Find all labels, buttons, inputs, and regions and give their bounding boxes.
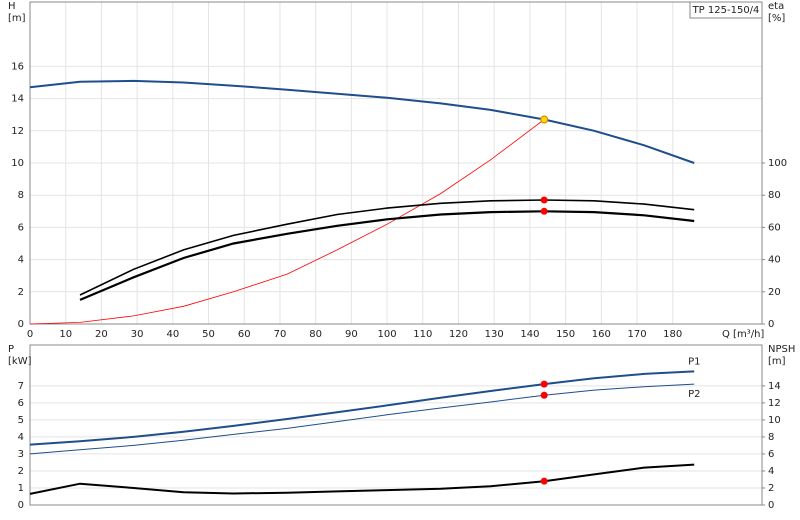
y2-tick-label: 20 — [768, 287, 781, 298]
x-tick-label: 130 — [485, 329, 504, 340]
x-tick-label: 0 — [27, 329, 33, 340]
y2-tick-label: 0 — [768, 500, 774, 511]
x-tick-label: 160 — [592, 329, 611, 340]
x-tick-label: 170 — [627, 329, 646, 340]
y2-axis-title: [m] — [768, 356, 786, 367]
operating-point — [540, 380, 548, 388]
y2-tick-label: 100 — [768, 158, 787, 169]
x-tick-label: 110 — [413, 329, 432, 340]
y2-tick-label: 8 — [768, 432, 774, 443]
operating-point — [540, 477, 548, 485]
y-tick-label: 10 — [11, 158, 24, 169]
x-axis-title: Q [m³/h] — [722, 329, 764, 340]
operating-point — [540, 115, 549, 124]
operating-point — [540, 391, 548, 399]
y-axis-title: P — [8, 344, 14, 355]
y-tick-label: 4 — [18, 432, 24, 443]
x-tick-label: 50 — [202, 329, 215, 340]
curve — [29, 383, 695, 455]
y-tick-label: 7 — [18, 381, 24, 392]
y2-tick-label: 10 — [768, 415, 781, 426]
y2-axis-title: NPSH — [768, 344, 795, 355]
y-tick-label: 16 — [11, 61, 24, 72]
x-tick-label: 30 — [131, 329, 144, 340]
y-tick-label: 6 — [18, 398, 24, 409]
y-tick-label: 0 — [18, 500, 24, 511]
y-tick-label: 2 — [18, 287, 24, 298]
curve-label: P2 — [688, 389, 700, 400]
x-tick-label: 150 — [556, 329, 575, 340]
y-tick-label: 12 — [11, 126, 24, 137]
y-axis-title: H — [8, 1, 16, 12]
x-tick-label: 90 — [345, 329, 358, 340]
y-tick-label: 0 — [18, 319, 24, 330]
x-tick-label: 70 — [274, 329, 287, 340]
y-tick-label: 8 — [18, 190, 24, 201]
y2-axis-title: [%] — [768, 13, 785, 24]
y2-tick-label: 0 — [768, 319, 774, 330]
x-tick-label: 40 — [166, 329, 179, 340]
y-tick-label: 2 — [18, 466, 24, 477]
curve — [29, 370, 695, 446]
x-tick-label: 60 — [238, 329, 251, 340]
x-tick-label: 180 — [663, 329, 682, 340]
y-tick-label: 1 — [18, 483, 24, 494]
y2-tick-label: 80 — [768, 190, 781, 201]
x-tick-label: 120 — [449, 329, 468, 340]
y-tick-label: 14 — [11, 94, 24, 105]
y-tick-label: 3 — [18, 449, 24, 460]
x-tick-label: 100 — [378, 329, 397, 340]
y-tick-label: 6 — [18, 222, 24, 233]
y-tick-label: 4 — [18, 255, 24, 266]
y2-tick-label: 60 — [768, 222, 781, 233]
y-tick-label: 5 — [18, 415, 24, 426]
x-tick-label: 80 — [309, 329, 322, 340]
x-tick-label: 10 — [59, 329, 72, 340]
curve — [29, 79, 695, 164]
curve — [79, 199, 695, 296]
title-box — [689, 1, 763, 19]
curve — [29, 463, 695, 495]
x-tick-label: 140 — [520, 329, 539, 340]
plot-frame — [29, 1, 763, 325]
y2-tick-label: 40 — [768, 255, 781, 266]
y2-tick-label: 4 — [768, 466, 774, 477]
y2-tick-label: 2 — [768, 483, 774, 494]
chart-title: TP 125-150/4 — [692, 5, 760, 16]
x-tick-label: 20 — [95, 329, 108, 340]
y2-axis-title: eta — [768, 1, 784, 12]
y2-tick-label: 12 — [768, 398, 781, 409]
y-axis-title: [kW] — [8, 356, 32, 367]
plot-frame — [29, 344, 763, 506]
y2-tick-label: 6 — [768, 449, 774, 460]
y-axis-title: [m] — [8, 13, 26, 24]
y2-tick-label: 14 — [768, 381, 781, 392]
operating-point — [540, 207, 548, 215]
curve — [79, 210, 695, 301]
curve — [29, 119, 545, 325]
curve-label: P1 — [688, 356, 700, 367]
operating-point — [540, 196, 548, 204]
